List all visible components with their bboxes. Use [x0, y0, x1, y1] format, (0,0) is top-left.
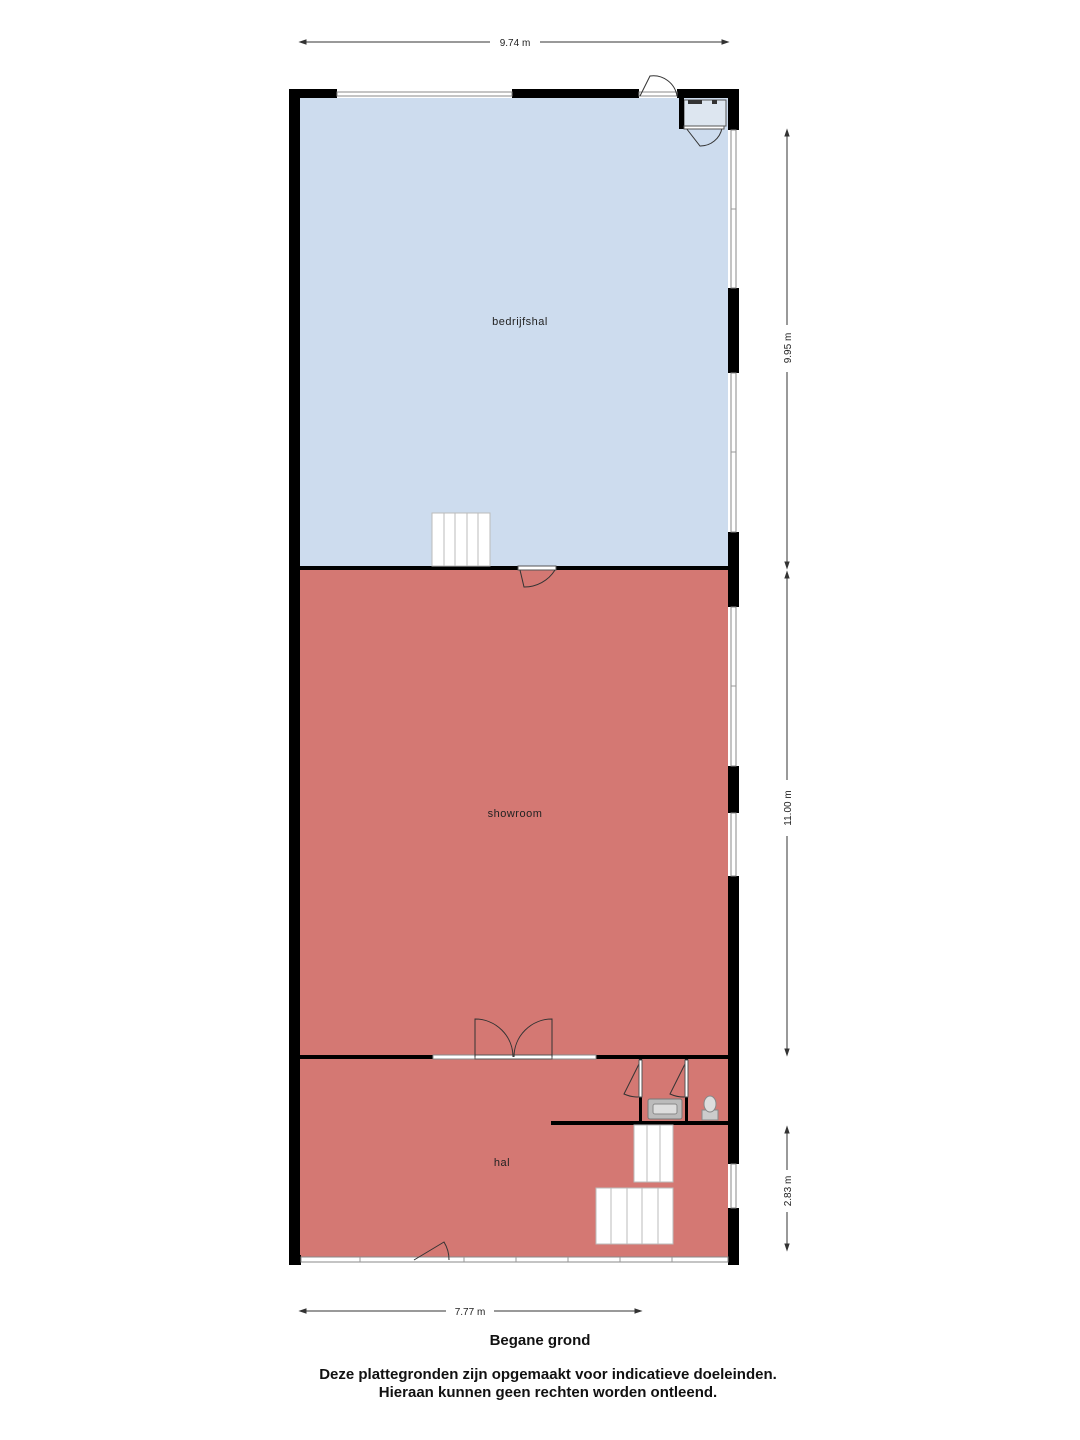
- door-entrance: [413, 1241, 450, 1261]
- window-right-4: [730, 812, 737, 877]
- wall-right-pier-1: [728, 288, 739, 373]
- stairs-hal-upper: [633, 1124, 674, 1183]
- door-bedrijfshal-showroom: [519, 569, 556, 588]
- dim-bottom-width: 7.77 m: [455, 1307, 486, 1318]
- wall-right-pier-4: [728, 876, 739, 1164]
- wall-closet-right: [728, 89, 739, 130]
- doors: [413, 75, 725, 1261]
- floor-title: Begane grond: [489, 1332, 591, 1349]
- dim-right-middle: 11.00 m: [783, 790, 794, 825]
- door-double-right: [513, 1018, 553, 1058]
- label-showroom: showroom: [488, 808, 543, 820]
- disclaimer-line-1: Deze plattegronden zijn opgemaakt voor i…: [319, 1366, 777, 1383]
- window-top-2: [638, 91, 678, 97]
- stairs: [431, 512, 674, 1245]
- wall-right-pier-5: [728, 1208, 739, 1265]
- window-bottom: [300, 1256, 729, 1263]
- window-right-5: [730, 1163, 737, 1209]
- wall-top-left-segment: [289, 89, 337, 98]
- wall-showroom-hal-left: [300, 1055, 433, 1059]
- wall-top-middle-segment: [512, 89, 639, 98]
- wall-showroom-hal-right: [596, 1055, 730, 1059]
- label-hal: hal: [494, 1157, 510, 1169]
- disclaimer: Deze plattegronden zijn opgemaakt voor i…: [0, 1366, 1080, 1402]
- door-top-exterior: [639, 75, 678, 97]
- window-mullions: [359, 208, 736, 1262]
- window-top-1: [336, 91, 513, 97]
- sanitary: [647, 1095, 719, 1121]
- meter-box-small-icon: [712, 100, 717, 104]
- stairs-bedrijfshal: [431, 512, 491, 567]
- wall-bedrijfshal-showroom: [300, 566, 518, 570]
- door-closet: [685, 127, 723, 147]
- room-bedrijfshal: [300, 98, 728, 568]
- dim-top-width: 9.74 m: [500, 38, 531, 49]
- wall-bedrijfshal-showroom-2: [556, 566, 730, 570]
- wall-left: [289, 89, 300, 1265]
- stairs-hal-lower: [595, 1187, 674, 1245]
- window-showroom-hal-left: [432, 1054, 476, 1060]
- label-bedrijfshal: bedrijfshal: [492, 316, 548, 328]
- wall-closet-left: [679, 89, 684, 129]
- door-double-left: [474, 1018, 514, 1058]
- wall-right-pier-2: [728, 532, 739, 607]
- wall-right-pier-3: [728, 766, 739, 813]
- window-showroom-hal-right: [551, 1054, 597, 1060]
- dim-right-upper: 9.95 m: [783, 333, 794, 364]
- dimension-lines: [298, 39, 790, 1314]
- room-showroom: [300, 568, 728, 1057]
- wall-bottom-left: [289, 1255, 301, 1265]
- wall-top-right-segment: [677, 89, 739, 98]
- disclaimer-line-2: Hieraan kunnen geen rechten worden ontle…: [378, 1384, 718, 1401]
- dim-right-lower: 2.83 m: [783, 1176, 794, 1207]
- meter-box-icon: [688, 100, 702, 104]
